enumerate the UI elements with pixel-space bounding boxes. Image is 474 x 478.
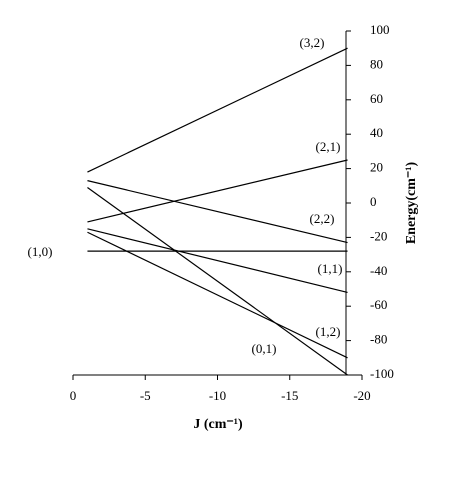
series-label: (3,2) [300, 35, 325, 50]
y-tick-label: 0 [370, 194, 377, 209]
series-label: (1,2) [316, 324, 341, 339]
x-tick-label: -15 [281, 388, 298, 403]
series-label: (0,1) [252, 341, 277, 356]
series-line [87, 180, 348, 244]
series-line [87, 159, 348, 223]
x-tick-label: 0 [70, 388, 77, 403]
y-tick-label: -20 [370, 228, 387, 243]
series-label: (2,1) [316, 139, 341, 154]
x-tick-label: -10 [209, 388, 226, 403]
y-tick-label: 40 [370, 125, 383, 140]
y-tick-label: -100 [370, 366, 394, 381]
y-axis-label: Energy(cm⁻¹) [404, 161, 419, 244]
y-tick-label: 80 [370, 56, 383, 71]
y-tick-label: -40 [370, 263, 387, 278]
y-tick-label: 60 [370, 91, 383, 106]
y-tick-label: -80 [370, 332, 387, 347]
series-label: (2,2) [310, 211, 335, 226]
series-label: (1,0) [28, 244, 53, 259]
series-line [87, 228, 348, 294]
x-tick-label: -20 [353, 388, 370, 403]
series-line [87, 187, 348, 376]
y-tick-label: -60 [370, 297, 387, 312]
series-label: (1,1) [318, 261, 343, 276]
x-axis-label: J (cm⁻¹) [193, 417, 243, 432]
x-tick-label: -5 [140, 388, 151, 403]
series-line [87, 231, 348, 359]
y-tick-label: 20 [370, 160, 383, 175]
series-line [87, 47, 348, 173]
y-tick-label: 100 [370, 22, 390, 37]
